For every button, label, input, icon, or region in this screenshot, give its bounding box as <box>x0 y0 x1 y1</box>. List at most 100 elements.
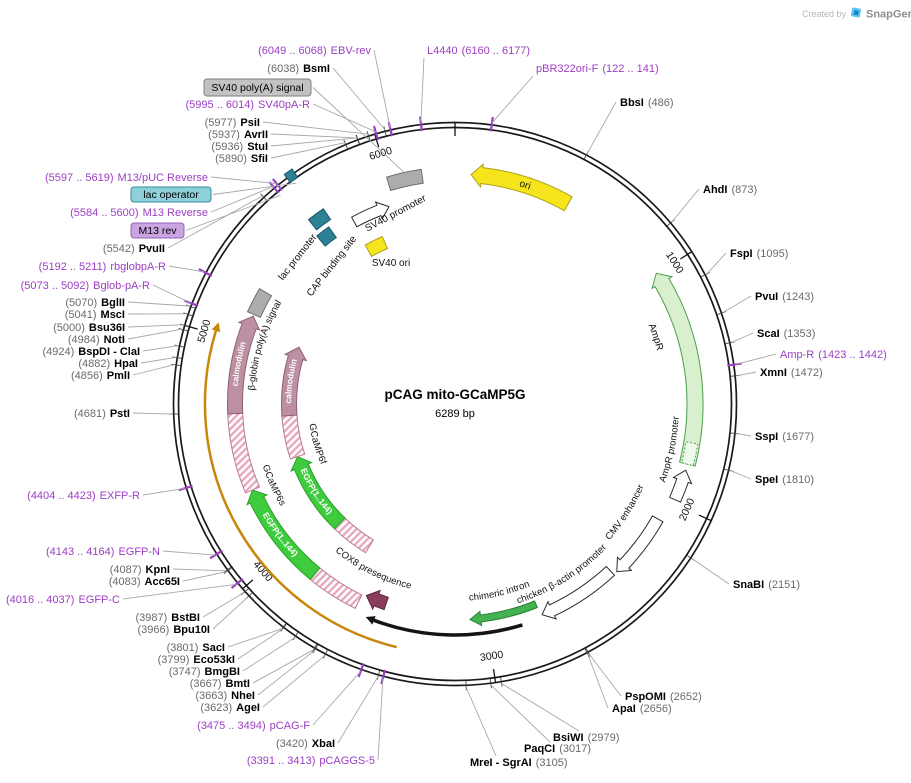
arc-label-text: AmpR promoter <box>657 416 681 484</box>
feature-label-lac-promoter[interactable]: lac promoter <box>277 232 320 283</box>
enzyme-label-kpni[interactable]: (4087)KpnI <box>110 564 170 576</box>
enzyme-label-saci[interactable]: (3801)SacI <box>167 642 225 654</box>
feature-cap-binding-site-box[interactable] <box>317 227 337 246</box>
callout-line <box>133 365 174 375</box>
enzyme-label-pvuii[interactable]: (5542)PvuII <box>103 243 165 255</box>
svg-text:(4681)PstI: (4681) PstI <box>74 408 130 420</box>
feature-chimeric-intron[interactable] <box>470 601 537 625</box>
site-position: (1810) <box>782 474 814 486</box>
feature-gcamp6s-linker-2[interactable] <box>228 413 260 493</box>
feature-gcamp6f-linker-2[interactable] <box>282 415 305 459</box>
enzyme-label-bbsi[interactable]: BbsI(486) <box>620 97 674 109</box>
feature-gcamp6s-linker-1[interactable] <box>310 568 362 609</box>
enzyme-label-noti[interactable]: (4984)NotI <box>68 334 125 346</box>
callout-line <box>128 329 182 339</box>
enzyme-label-agei[interactable]: (3623)AgeI <box>200 702 260 714</box>
callout-line <box>723 296 751 312</box>
enzyme-label-psti[interactable]: (4681) PstI <box>74 408 130 420</box>
primer-label-rbglobpa-r[interactable]: (5192 .. 5211)rbglobpA-R <box>39 261 166 273</box>
primer-label-bglob-pa-r[interactable]: (5073 .. 5092)Bglob-pA-R <box>21 280 150 292</box>
enzyme-label-bspdi-clai[interactable]: (4924)BspDI - ClaI <box>42 346 140 358</box>
enzyme-label-pspomi[interactable]: PspOMI(2652) <box>625 691 702 703</box>
enzyme-label-hpai[interactable]: (4882)HpaI <box>78 358 138 370</box>
arc-label-cox8-presequence[interactable]: COX8 presequence <box>333 545 412 592</box>
site-position: (4984) <box>68 334 100 346</box>
site-name: PstI <box>110 408 130 420</box>
site-name: BsmI <box>303 63 330 75</box>
enzyme-label-psii[interactable]: (5977)PsiI <box>205 117 260 129</box>
enzyme-label-mrei-sgrai[interactable]: MreI - SgrAI(3105) <box>470 757 568 769</box>
enzyme-label-stui[interactable]: (5936)StuI <box>211 141 268 153</box>
feature-sv40-polya-signal-box[interactable] <box>387 169 424 190</box>
enzyme-label-sfii[interactable]: (5890)SfiI <box>215 153 268 165</box>
primer-label-ebv-rev[interactable]: (6049 .. 6068)EBV-rev <box>258 45 371 57</box>
arc-label-ampr[interactable]: AmpR <box>646 322 665 352</box>
enzyme-label-bglii[interactable]: (5070)BglII <box>65 297 125 309</box>
primer-label-pcaggs-5[interactable]: (3391 .. 3413)pCAGGS-5 <box>247 755 375 767</box>
svg-text:ScaI(1353): ScaI(1353) <box>757 328 815 340</box>
primer-label-pbr322ori-f[interactable]: pBR322ori-F(122 .. 141) <box>536 63 659 75</box>
enzyme-label-bmgbi[interactable]: (3747)BmgBI <box>169 666 240 678</box>
feature-ampr-promoter[interactable] <box>670 470 692 502</box>
svg-text:(3663)NheI: (3663)NheI <box>195 690 255 702</box>
arc-label-ampr-promoter[interactable]: AmpR promoter <box>657 416 681 484</box>
site-name: AvrII <box>244 129 268 141</box>
site-position: (5073 .. 5092) <box>21 280 90 292</box>
callout-line <box>313 104 376 132</box>
feature-label-sv40-ori[interactable]: SV40 ori <box>372 258 410 269</box>
primer-label-egfp-n[interactable]: (4143 .. 4164)EGFP-N <box>46 546 160 558</box>
enzyme-label-bmti[interactable]: (3667)BmtI <box>190 678 250 690</box>
enzyme-label-xmni[interactable]: XmnI(1472) <box>760 367 823 379</box>
primer-label-m13-reverse[interactable]: (5584 .. 5600)M13 Reverse <box>70 207 208 219</box>
arc-label-chicken-actin-promoter[interactable]: chicken β-actin promoter <box>515 542 608 606</box>
enzyme-label-spei[interactable]: SpeI(1810) <box>755 474 814 486</box>
enzyme-label-xbai[interactable]: (3420)XbaI <box>276 738 335 750</box>
enzyme-label-fspi[interactable]: FspI(1095) <box>730 248 788 260</box>
callout-line <box>491 685 550 742</box>
primer-label-exfp-r[interactable]: (4404 .. 4423)EXFP-R <box>27 490 140 502</box>
primer-label-amp-r[interactable]: Amp-R(1423 .. 1442) <box>780 349 887 361</box>
primer-label-sv40pa-r[interactable]: (5995 .. 6014)SV40pA-R <box>186 99 311 111</box>
enzyme-label-bstbi[interactable]: (3987)BstBI <box>135 612 200 624</box>
site-name: SfiI <box>251 153 268 165</box>
enzyme-label-acc65i[interactable]: (4083)Acc65I <box>109 576 180 588</box>
enzyme-label-paqci[interactable]: PaqCI(3017) <box>524 743 591 755</box>
enzyme-label-ahdi[interactable]: AhdI(873) <box>703 184 757 196</box>
enzyme-label-scai[interactable]: ScaI(1353) <box>757 328 815 340</box>
enzyme-label-msci[interactable]: (5041)MscI <box>65 309 125 321</box>
primer-label-egfp-c[interactable]: (4016 .. 4037)EGFP-C <box>6 594 120 606</box>
site-position: (3623) <box>200 702 232 714</box>
primer-label-l4440[interactable]: L4440(6160 .. 6177) <box>427 45 530 57</box>
enzyme-label-bsmi[interactable]: (6038)BsmI <box>267 63 330 75</box>
boxed-label-sv40-poly-a-signal[interactable]: SV40 poly(A) signal <box>204 79 311 96</box>
svg-text:BbsI(486): BbsI(486) <box>620 97 674 109</box>
enzyme-label-eco53ki[interactable]: (3799)Eco53kI <box>158 654 235 666</box>
scale-tick <box>699 515 711 520</box>
feature-lac-promoter-box[interactable] <box>309 209 331 230</box>
feature-cds-backbone-arc[interactable] <box>374 620 522 635</box>
feature-sv40-ori-box[interactable] <box>365 237 387 257</box>
feature-cox8-presequence[interactable] <box>366 591 388 610</box>
site-name: BmtI <box>226 678 250 690</box>
enzyme-label-snabi[interactable]: SnaBI(2151) <box>733 579 800 591</box>
enzyme-label-pvui[interactable]: PvuI(1243) <box>755 291 814 303</box>
boxed-label-m13-rev[interactable]: M13 rev <box>131 223 184 238</box>
enzyme-label-sspi[interactable]: SspI(1677) <box>755 431 814 443</box>
enzyme-label-bsu36i[interactable]: (5000)Bsu36I <box>53 322 125 334</box>
boxed-label-lac-operator[interactable]: lac operator <box>131 187 211 202</box>
site-name: BspDI - ClaI <box>78 346 140 358</box>
primer-label-pcag-f[interactable]: (3475 .. 3494)pCAG-F <box>197 720 310 732</box>
arc-label-gcamp6f[interactable]: GCaMP6f <box>307 423 329 466</box>
primer-label-m13-puc-reverse[interactable]: (5597 .. 5619)M13/pUC Reverse <box>45 172 208 184</box>
enzyme-label-bpu10i[interactable]: (3966)Bpu10I <box>138 624 210 636</box>
arc-label-egfp-1-144[interactable]: EGFP(1..144) <box>261 511 300 559</box>
enzyme-label-apai[interactable]: ApaI(2656) <box>612 703 672 715</box>
site-name: Bpu10I <box>173 624 210 636</box>
enzyme-label-avrii[interactable]: (5937)AvrII <box>208 129 268 141</box>
callout-line <box>421 58 424 123</box>
arc-label-cmv-enhancer[interactable]: CMV enhancer <box>603 483 646 542</box>
enzyme-label-pmli[interactable]: (4856)PmlI <box>71 370 130 382</box>
enzyme-label-nhei[interactable]: (3663)NheI <box>195 690 255 702</box>
site-position: (4681) <box>74 408 106 420</box>
